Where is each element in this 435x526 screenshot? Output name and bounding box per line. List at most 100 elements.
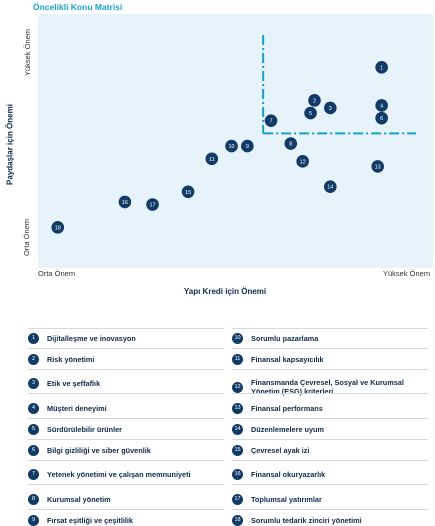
legend-label: Sorumlu pazarlama [251, 334, 319, 343]
data-point-1: 1 [375, 61, 388, 74]
point-label-8: 8 [289, 142, 292, 148]
legend-label: Finansmanda Çevresel, Sosyal ve Kurumsal… [251, 378, 404, 396]
point-label-7: 7 [270, 119, 273, 125]
legend-label: Sürdürülebilir ürünler [47, 425, 123, 434]
data-point-9: 9 [241, 139, 254, 153]
legend-number-badge: 16 [232, 469, 243, 480]
legend-label: Finansal performans [251, 404, 323, 413]
point-marker-18 [51, 221, 65, 234]
point-marker-6 [375, 111, 388, 125]
point-label-10: 10 [228, 144, 234, 150]
legend-label: Yetenek yönetimi ve çalışan memnuniyeti [47, 470, 191, 479]
point-label-6: 6 [380, 116, 383, 122]
legend-number-badge: 8 [28, 494, 39, 505]
legend-separator [232, 439, 428, 440]
data-point-16: 16 [118, 195, 132, 209]
legend-item-13: 13 Finansal performans [232, 403, 428, 414]
data-point-10: 10 [225, 139, 238, 153]
point-marker-8 [284, 137, 298, 150]
data-point-5: 5 [304, 106, 317, 120]
point-label-1: 1 [380, 65, 383, 71]
data-point-14: 14 [324, 180, 337, 194]
legend-separator [232, 348, 428, 349]
legend-label: Toplumsal yatırımlar [251, 495, 322, 504]
legend-separator [28, 369, 224, 370]
legend-separator-top [28, 328, 224, 329]
point-marker-13 [371, 160, 385, 173]
legend-item-15: 15 Çevresel ayak izi [232, 445, 428, 456]
legend-number-badge: 9 [28, 515, 39, 526]
legend-number-badge: 3 [28, 378, 39, 389]
legend-separator [232, 393, 428, 394]
legend-separator [28, 348, 224, 349]
x-tick-high: Yüksek Önem [383, 269, 431, 278]
data-point-2: 2 [308, 94, 321, 107]
legend-number-badge: 6 [28, 445, 39, 456]
x-axis-label: Yapı Kredi için Önemi [183, 287, 267, 296]
y-tick-low: Orta Önem [22, 218, 32, 257]
data-point-17: 17 [146, 198, 159, 211]
y-axis-label: Paydaşlar için Önemi [5, 104, 15, 185]
point-marker-17 [146, 198, 159, 211]
legend-label: Çevresel ayak izi [251, 446, 310, 455]
legend-label: Müşteri deneyimi [47, 404, 107, 413]
legend-label: Dijitalleşme ve inovasyon [47, 334, 136, 343]
legend-item-8: 8 Kurumsal yönetim [28, 494, 224, 505]
legend-separator [232, 484, 428, 485]
legend-item-14: 14 Düzenlemelere uyum [232, 424, 428, 435]
point-marker-9 [241, 139, 254, 153]
legend-label: Bilgi gizliliği ve siber güvenlik [47, 446, 151, 455]
data-point-7: 7 [264, 114, 278, 127]
data-point-3: 3 [324, 101, 337, 115]
point-label-3: 3 [329, 106, 332, 112]
legend-separator [232, 418, 428, 419]
legend-separator [232, 460, 428, 461]
legend-separator [28, 509, 224, 510]
legend-label: Kurumsal yönetim [47, 495, 111, 504]
legend-separator-top [232, 328, 428, 329]
chart-title: Öncelikli Konu Matrisi [33, 2, 123, 12]
legend-item-2: 2 Risk yönetimi [28, 354, 224, 365]
point-marker-2 [308, 94, 321, 107]
legend-number-badge: 14 [232, 424, 243, 435]
legend-item-1: 1 Dijitalleşme ve inovasyon [28, 333, 224, 344]
point-marker-7 [264, 114, 278, 127]
point-label-12: 12 [300, 159, 306, 165]
legend-label: Risk yönetimi [47, 355, 95, 364]
legend-label: Düzenlemelere uyum [251, 425, 324, 434]
data-point-11: 11 [205, 152, 219, 166]
legend-item-12: 12 Finansmanda Çevresel, Sosyal ve Kurums… [232, 378, 428, 396]
point-label-17: 17 [149, 203, 155, 209]
legend-number-badge: 12 [232, 381, 243, 393]
legend-number-badge: 13 [232, 403, 243, 414]
legend-separator [232, 509, 428, 510]
point-label-16: 16 [122, 200, 128, 206]
legend-number-badge: 18 [232, 515, 243, 526]
legend-item-11: 11 Finansal kapsayıcılık [232, 354, 428, 365]
data-point-8: 8 [284, 137, 298, 150]
legend-number-badge: 15 [232, 445, 243, 456]
legend-item-3: 3 Etik ve şeffaflık [28, 378, 224, 389]
point-marker-15 [181, 185, 195, 199]
point-marker-12 [296, 155, 309, 168]
legend-item-9: 9 Fırsat eşitliği ve çeşitlilik [28, 515, 224, 526]
legend-number-badge: 10 [232, 333, 243, 344]
point-label-11: 11 [209, 157, 215, 163]
threshold-lines [262, 35, 416, 135]
legend-number-badge: 11 [232, 354, 243, 365]
point-marker-16 [118, 195, 132, 209]
legend-item-16: 16 Finansal okuryazarlık [232, 469, 428, 480]
legend-separator [232, 369, 428, 370]
legend-item-7: 7 Yetenek yönetimi ve çalışan memnuniyeti [28, 469, 224, 480]
legend-number-badge: 17 [232, 494, 243, 505]
data-point-18: 18 [51, 221, 65, 234]
legend-item-5: 5 Sürdürülebilir ürünler [28, 424, 224, 435]
legend-number-badge: 7 [28, 469, 39, 480]
point-label-4: 4 [380, 103, 383, 109]
legend-separator [28, 460, 224, 461]
legend-label: Fırsat eşitliği ve çeşitlilik [47, 516, 133, 525]
point-label-2: 2 [313, 98, 316, 104]
legend-item-17: 17 Toplumsal yatırımlar [232, 494, 428, 505]
